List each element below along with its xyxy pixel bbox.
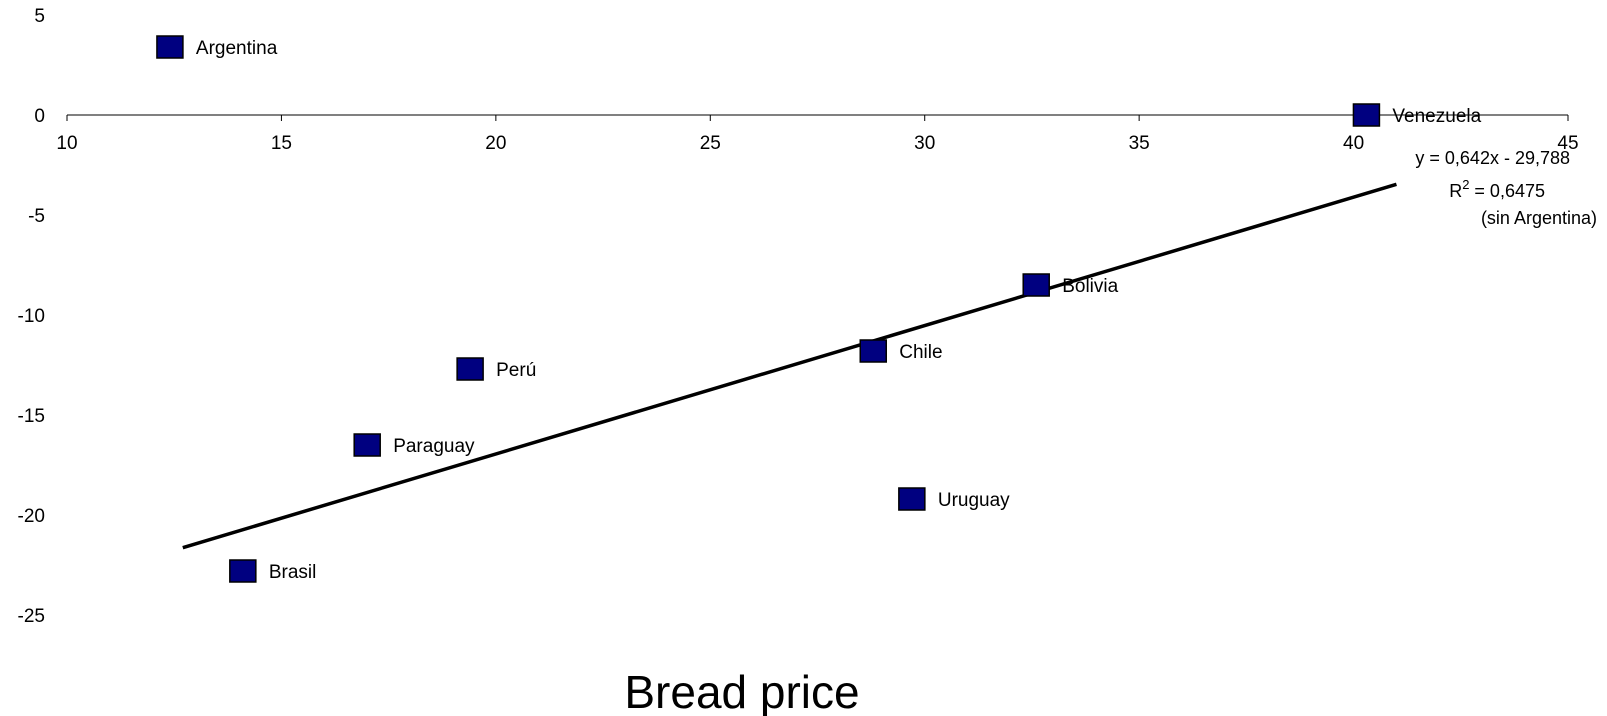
y-tick-label: -5: [28, 206, 45, 227]
trendline-equation: y = 0,642x - 29,788: [1415, 148, 1570, 168]
data-point: [156, 35, 184, 59]
point-label: Uruguay: [938, 490, 1010, 511]
x-tick-label: 10: [56, 133, 77, 154]
point-label: Brasil: [269, 562, 317, 583]
data-point: [898, 487, 926, 511]
data-point: [859, 339, 888, 363]
r2-exponent: 2: [1462, 177, 1469, 192]
trendline: [182, 182, 1397, 550]
x-tick-label: 20: [485, 133, 506, 154]
y-tick-labels: 5 0 -5 -10 -15 -20 -25: [18, 6, 45, 627]
data-point: [353, 433, 381, 457]
x-tick-label: 30: [914, 133, 935, 154]
point-label: Bolivia: [1062, 276, 1118, 297]
data-point: [1022, 273, 1050, 297]
data-point: [1352, 103, 1381, 127]
data-point: [456, 357, 484, 381]
trendline-note: (sin Argentina): [1481, 208, 1597, 228]
y-tick-label: 5: [34, 6, 45, 27]
r2-value: = 0,6475: [1469, 181, 1545, 201]
x-tick-label: 35: [1129, 133, 1150, 154]
x-tick-label: 40: [1343, 133, 1364, 154]
x-tick-labels: 10 15 20 25 30 35 40 45: [56, 115, 1579, 154]
r2-prefix: R: [1449, 181, 1462, 201]
point-label: Paraguay: [393, 436, 475, 457]
y-tick-label: -15: [18, 406, 45, 427]
trendline-r2: R2 = 0,6475: [1449, 177, 1545, 201]
y-tick-label: -25: [18, 606, 45, 627]
data-point: [229, 559, 257, 583]
point-label: Venezuela: [1392, 106, 1481, 127]
point-label: Chile: [899, 342, 942, 363]
x-tick-label: 45: [1557, 133, 1578, 154]
x-tick-label: 25: [700, 133, 721, 154]
data-points: Argentina Venezuela Bolivia Chile Perú Paragu…: [156, 35, 1482, 583]
point-label: Argentina: [196, 38, 278, 59]
x-axis-title: Bread price: [624, 666, 859, 716]
y-tick-label: -10: [18, 306, 45, 327]
point-label: Perú: [496, 360, 536, 381]
y-tick-label: -20: [18, 506, 45, 527]
y-tick-label: 0: [34, 106, 45, 127]
x-tick-label: 15: [271, 133, 292, 154]
